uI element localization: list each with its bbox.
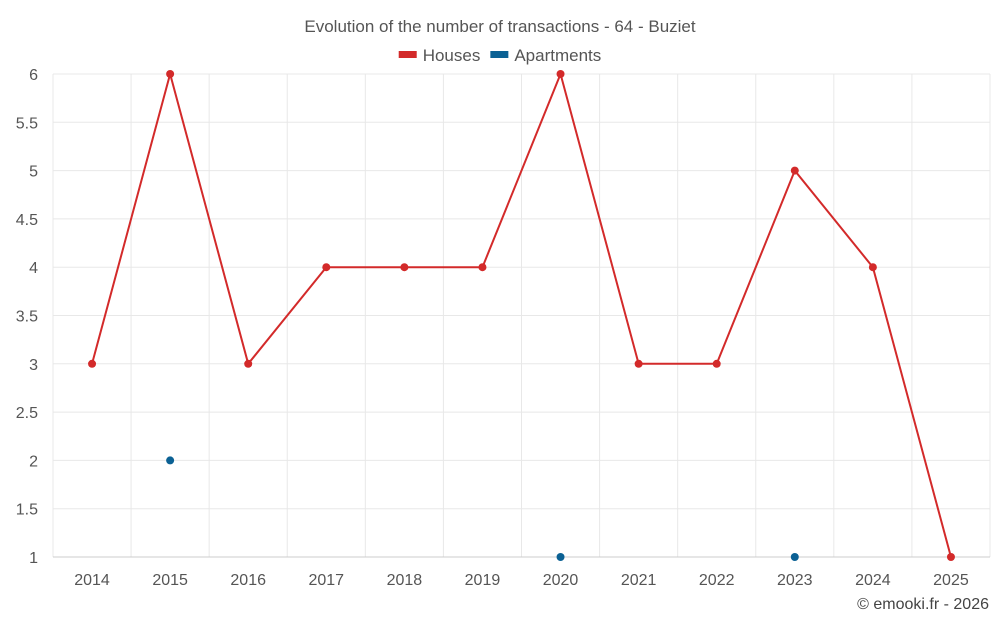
x-tick-label: 2020 [543, 572, 579, 589]
x-tick-label: 2016 [230, 572, 266, 589]
y-tick-label: 1.5 [16, 502, 38, 519]
y-tick-label: 5.5 [16, 115, 38, 132]
series-apartments [166, 456, 799, 561]
legend-swatch [398, 51, 417, 58]
series-houses [88, 70, 955, 561]
credit-text: © emooki.fr - 2026 [857, 596, 989, 613]
x-tick-label: 2025 [933, 572, 969, 589]
data-point[interactable] [790, 166, 799, 175]
y-tick-label: 6 [29, 67, 38, 84]
x-tick-label: 2019 [465, 572, 501, 589]
x-tick-label: 2014 [74, 572, 110, 589]
data-point[interactable] [556, 553, 565, 561]
data-point[interactable] [166, 456, 175, 465]
legend-item-houses[interactable]: Houses [398, 46, 481, 65]
y-tick-label: 2 [29, 453, 38, 470]
series-line [91, 70, 952, 558]
series-layer [88, 70, 955, 561]
data-point[interactable] [478, 263, 487, 272]
x-axis: 2014 2015 2016 2017 2018 2019 2020 2021 2022 2023… [53, 556, 990, 589]
x-tick-label: 2021 [621, 572, 657, 589]
y-axis: 1 1.5 2 2.5 3 3.5 4 4.5 5 5.5 6 [16, 67, 38, 567]
x-tick-label: 2022 [699, 572, 735, 589]
chart-title: Evolution of the number of transactions … [304, 17, 695, 36]
data-point[interactable] [556, 70, 565, 78]
legend-label: Apartments [514, 46, 601, 65]
x-tick-label: 2024 [855, 572, 891, 589]
legend-item-apartments[interactable]: Apartments [490, 46, 601, 65]
y-tick-label: 3 [29, 357, 38, 374]
legend: Houses Apartments [398, 46, 601, 65]
y-tick-label: 4.5 [16, 212, 38, 229]
y-tick-label: 5 [29, 164, 38, 181]
x-tick-label: 2017 [308, 572, 344, 589]
x-tick-label: 2023 [777, 572, 813, 589]
legend-label: Houses [423, 46, 481, 65]
data-point[interactable] [88, 359, 97, 368]
data-point[interactable] [400, 263, 409, 272]
data-point[interactable] [322, 263, 331, 272]
legend-swatch [490, 51, 509, 58]
y-tick-label: 1 [29, 550, 38, 567]
y-tick-label: 3.5 [16, 309, 38, 326]
y-tick-label: 4 [29, 260, 38, 277]
x-tick-label: 2015 [152, 572, 188, 589]
data-point[interactable] [244, 359, 253, 368]
data-point[interactable] [166, 70, 175, 78]
data-point[interactable] [946, 553, 955, 561]
y-tick-label: 2.5 [16, 405, 38, 422]
grid [52, 73, 991, 558]
data-point[interactable] [790, 553, 799, 561]
data-point[interactable] [712, 359, 721, 368]
data-point[interactable] [868, 263, 877, 272]
x-tick-label: 2018 [387, 572, 423, 589]
data-point[interactable] [634, 359, 643, 368]
